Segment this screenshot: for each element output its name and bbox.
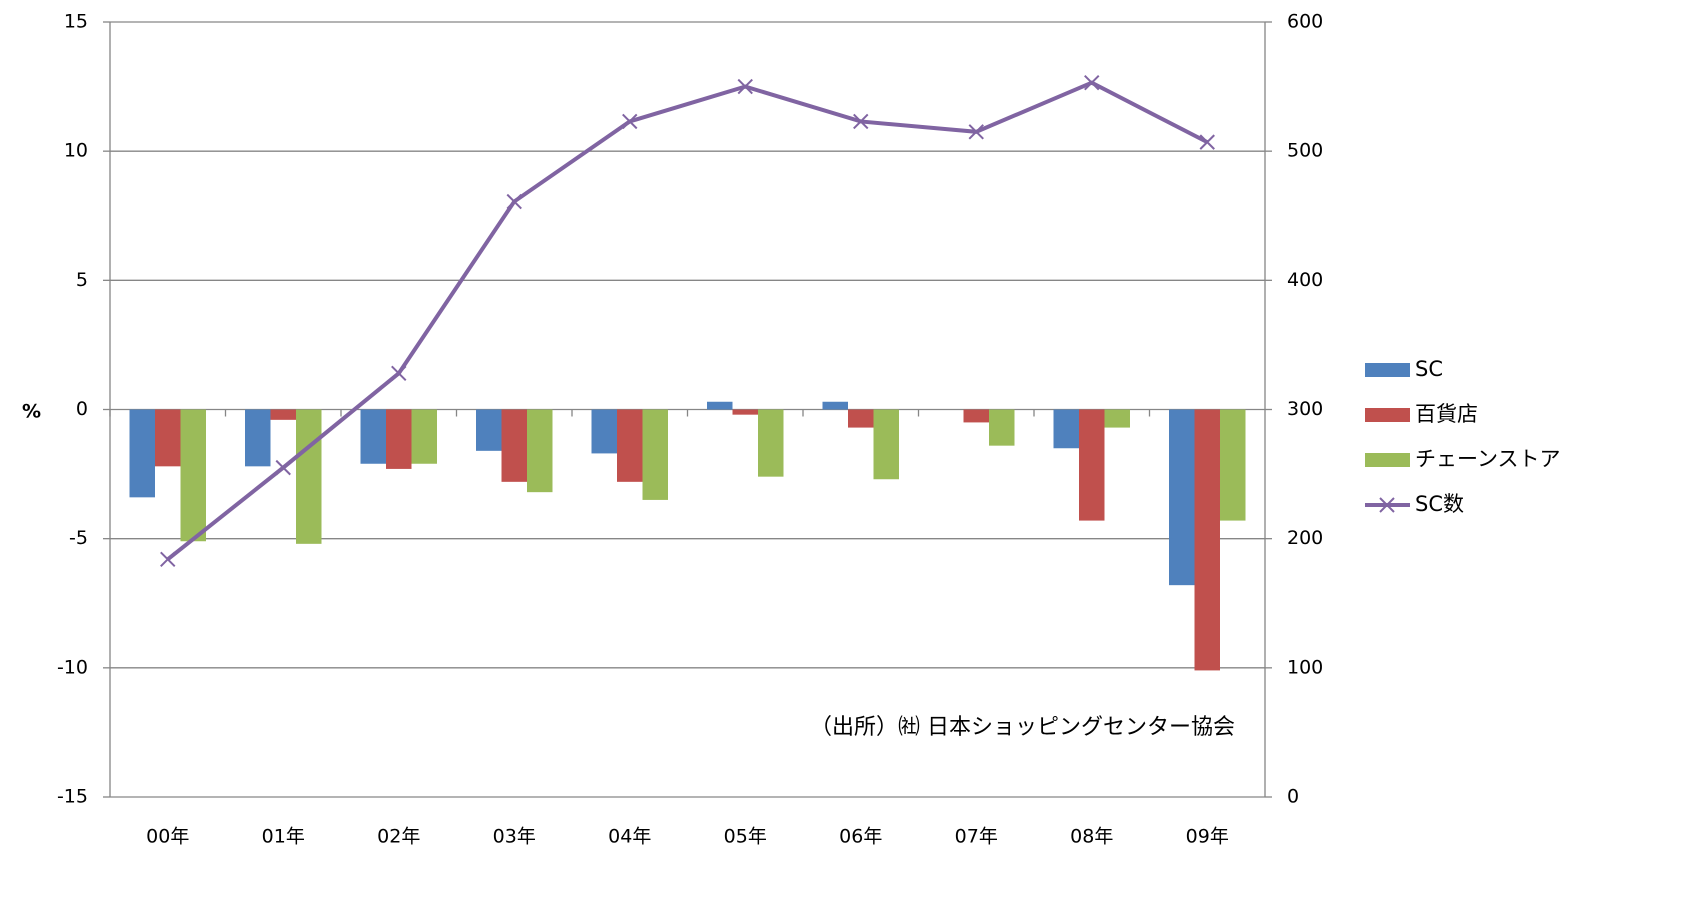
x-tick-label: 09年 xyxy=(1186,826,1229,848)
y2-tick-label: 100 xyxy=(1287,656,1323,678)
line-marker xyxy=(968,124,984,140)
bar xyxy=(1104,409,1130,428)
bar xyxy=(386,409,412,469)
bar xyxy=(180,409,206,542)
y2-tick-label: 0 xyxy=(1287,786,1299,808)
line-marker xyxy=(160,551,176,568)
legend-swatch xyxy=(1365,453,1410,467)
bar xyxy=(591,409,617,454)
y2-tick-label: 600 xyxy=(1287,11,1323,33)
bar xyxy=(411,409,437,464)
bar xyxy=(1220,409,1246,521)
bar xyxy=(848,409,874,428)
x-tick-label: 07年 xyxy=(955,826,998,848)
x-tick-label: 02年 xyxy=(377,826,420,848)
bar xyxy=(1079,409,1105,521)
line-marker xyxy=(275,459,291,476)
annotation: （出所）㈳ 日本ショッピングセンター協会 xyxy=(810,715,1235,740)
legend-label: SC数 xyxy=(1415,492,1464,516)
x-tick-label: 05年 xyxy=(724,826,767,848)
x-tick-label: 08年 xyxy=(1070,826,1113,848)
legend-label: SC xyxy=(1415,357,1443,381)
bar xyxy=(1194,409,1220,671)
y-tick-label: 0 xyxy=(76,398,88,420)
bar xyxy=(707,401,733,410)
y-axis-label: % xyxy=(22,401,41,423)
x-tick-label: 00年 xyxy=(146,826,189,848)
y2-tick-label: 400 xyxy=(1287,269,1323,291)
bar xyxy=(758,409,784,477)
bar xyxy=(270,409,296,420)
bar xyxy=(963,409,989,423)
bar xyxy=(617,409,643,482)
bar xyxy=(155,409,181,467)
y-tick-label: -15 xyxy=(57,786,88,808)
bar xyxy=(642,409,668,500)
y-tick-label: 10 xyxy=(64,140,88,162)
bar xyxy=(129,409,155,498)
y2-tick-label: 300 xyxy=(1287,398,1323,420)
y2-tick-label: 500 xyxy=(1287,140,1323,162)
x-tick-label: 06年 xyxy=(839,826,882,848)
bar xyxy=(360,409,386,464)
line-marker xyxy=(1084,75,1100,91)
line xyxy=(166,80,1209,561)
bar xyxy=(245,409,271,467)
bar xyxy=(527,409,553,493)
y2-tick-label: 200 xyxy=(1287,527,1323,549)
line-marker xyxy=(853,113,869,130)
legend-label: 百貨店 xyxy=(1415,402,1478,426)
bar xyxy=(873,409,899,480)
y-tick-label: -10 xyxy=(57,656,88,678)
bar xyxy=(732,409,758,415)
line-marker xyxy=(1199,134,1215,150)
bar xyxy=(989,409,1015,446)
legend-swatch xyxy=(1365,408,1410,422)
x-tick-label: 04年 xyxy=(608,826,651,848)
line-marker xyxy=(391,365,407,382)
line-marker xyxy=(622,113,638,130)
bar xyxy=(501,409,527,482)
bar xyxy=(476,409,502,451)
x-tick-label: 01年 xyxy=(262,826,305,848)
legend-swatch xyxy=(1365,363,1410,377)
bar xyxy=(822,401,848,410)
y-tick-label: 5 xyxy=(76,269,88,291)
line-marker xyxy=(1379,497,1395,513)
bar xyxy=(1169,409,1195,586)
line-marker xyxy=(737,78,753,95)
bar xyxy=(1053,409,1079,449)
y-tick-label: 15 xyxy=(64,11,88,33)
bar xyxy=(296,409,322,544)
y-tick-label: -5 xyxy=(69,527,88,549)
x-tick-label: 03年 xyxy=(493,826,536,848)
legend-label: チェーンストア xyxy=(1415,447,1561,471)
line-marker xyxy=(506,193,522,210)
